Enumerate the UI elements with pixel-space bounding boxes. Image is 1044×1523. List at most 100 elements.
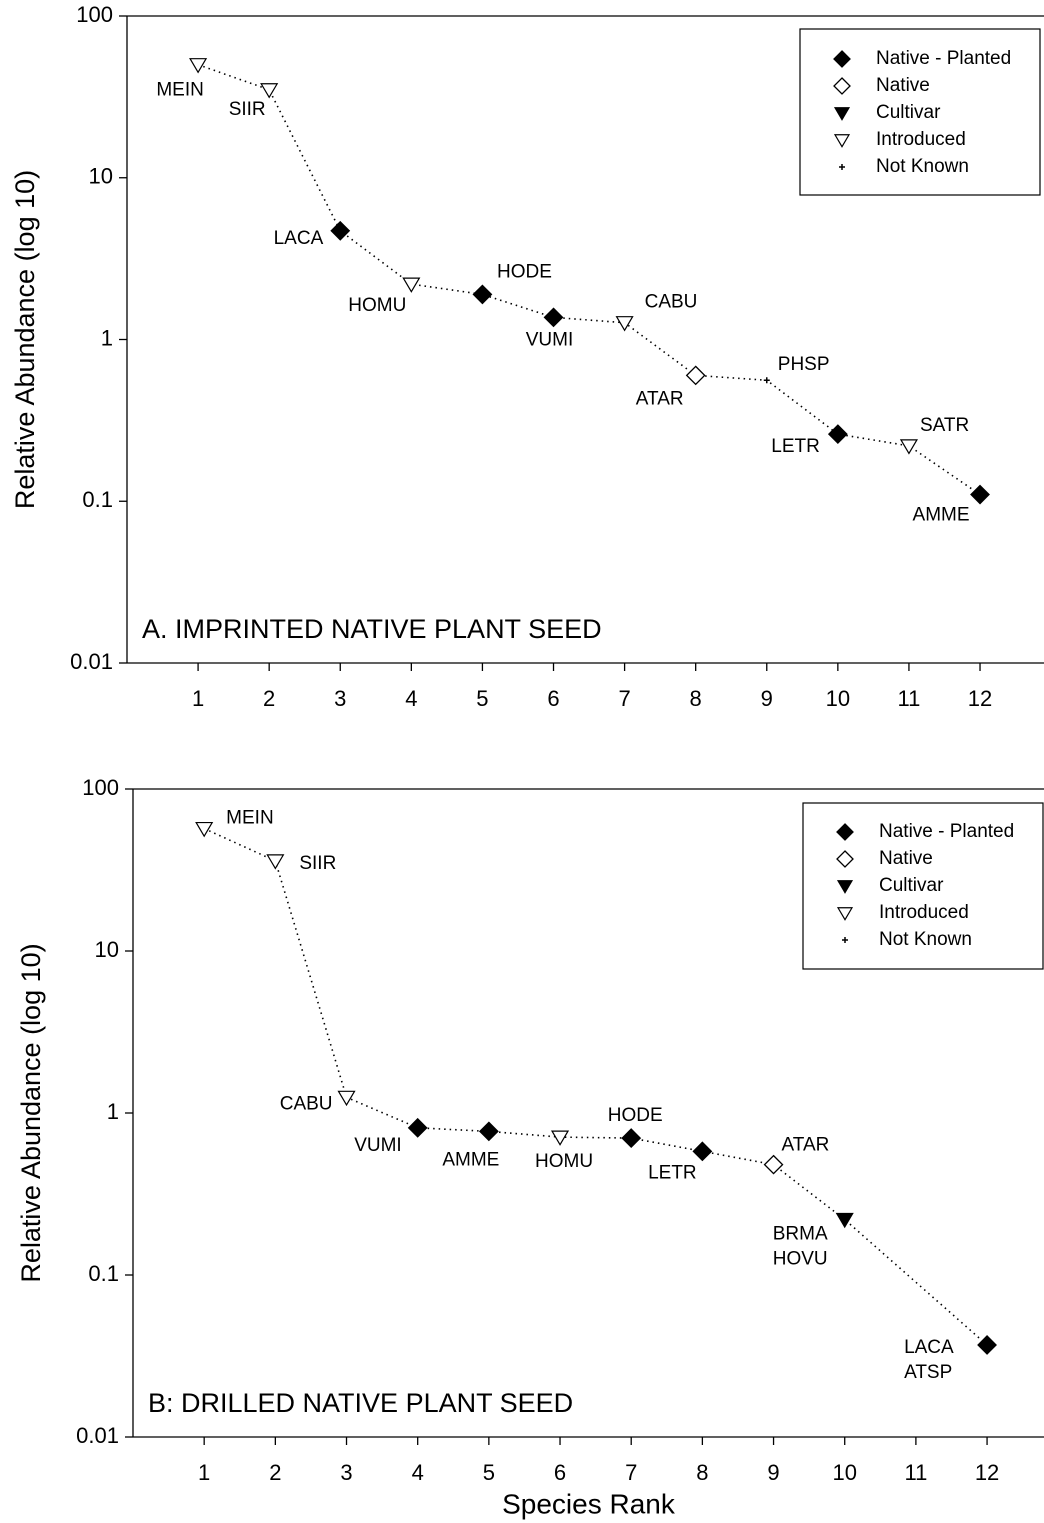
x-tick-label: 2 <box>269 1460 281 1485</box>
point-label: LETR <box>648 1162 697 1183</box>
y-axis-label: Relative Abundance (log 10) <box>10 170 40 509</box>
point <box>615 316 634 332</box>
legend-marker <box>836 880 854 894</box>
x-tick-label: 9 <box>761 686 773 711</box>
point-label: CABU <box>645 292 698 313</box>
y-tick-label: 100 <box>82 775 119 800</box>
point-label: AMME <box>913 505 970 526</box>
x-tick-label: 4 <box>405 686 417 711</box>
x-tick-label: 1 <box>198 1460 210 1485</box>
x-tick-label: 3 <box>340 1460 352 1485</box>
point-label: VUMI <box>354 1135 402 1156</box>
point-label: HOMU <box>535 1151 593 1172</box>
x-tick-label: 6 <box>547 686 559 711</box>
point <box>478 1121 499 1142</box>
point-label: HOMU <box>348 295 406 316</box>
panel-title: A. IMPRINTED NATIVE PLANT SEED <box>142 614 602 644</box>
point-label: SIIR <box>229 99 266 120</box>
point-label: SATR <box>920 415 969 436</box>
point <box>330 220 351 241</box>
legend-marker <box>833 107 851 121</box>
legend-label: Native <box>879 848 933 869</box>
legend-marker <box>833 77 851 95</box>
point <box>835 1212 854 1229</box>
point-label: HOVU <box>773 1249 828 1270</box>
point-label: MEIN <box>226 808 274 829</box>
point-label: BRMA <box>773 1224 828 1245</box>
x-tick-label: 5 <box>476 686 488 711</box>
legend-label: Introduced <box>879 902 969 923</box>
legend-marker <box>836 823 854 841</box>
point-label: CABU <box>280 1093 333 1114</box>
point-label: ATAR <box>636 388 684 409</box>
point <box>402 277 421 293</box>
x-tick-label: 2 <box>263 686 275 711</box>
legend-label: Native - Planted <box>876 48 1011 69</box>
point-label: HODE <box>608 1105 663 1126</box>
y-tick-label: 1 <box>107 1099 119 1124</box>
point-label: MEIN <box>156 80 204 101</box>
legend-marker <box>842 937 848 943</box>
point-label: LACA <box>904 1337 954 1358</box>
x-axis-label: Species Rank <box>502 1488 676 1519</box>
point-label: HODE <box>497 261 552 282</box>
x-tick-label: 7 <box>625 1460 637 1485</box>
panel-title: B: DRILLED NATIVE PLANT SEED <box>148 1388 573 1418</box>
point <box>899 439 918 455</box>
legend-marker <box>836 907 854 921</box>
legend-label: Introduced <box>876 129 966 150</box>
point-label: ATAR <box>782 1135 830 1156</box>
x-tick-label: 1 <box>192 686 204 711</box>
legend-label: Cultivar <box>876 102 941 123</box>
point-label: LETR <box>771 436 820 457</box>
x-tick-label: 12 <box>968 686 992 711</box>
legend-label: Native - Planted <box>879 821 1014 842</box>
point-label: VUMI <box>526 329 574 350</box>
point <box>266 854 285 870</box>
point <box>260 83 279 99</box>
y-tick-label: 0.01 <box>70 649 113 674</box>
point <box>550 1130 570 1146</box>
point <box>543 307 564 328</box>
point <box>970 484 990 505</box>
legend-label: Not Known <box>876 156 969 177</box>
point <box>763 1154 784 1175</box>
legend-marker <box>836 850 854 868</box>
legend-label: Native <box>876 75 930 96</box>
y-tick-label: 0.1 <box>88 1261 119 1286</box>
y-tick-label: 0.01 <box>76 1423 119 1448</box>
point <box>827 424 848 445</box>
point <box>977 1335 997 1355</box>
y-tick-label: 100 <box>76 2 113 27</box>
legend-marker <box>833 134 851 148</box>
x-tick-label: 5 <box>483 1460 495 1485</box>
point <box>407 1117 428 1138</box>
y-tick-label: 0.1 <box>82 487 113 512</box>
point <box>621 1128 642 1149</box>
x-tick-label: 6 <box>554 1460 566 1485</box>
point <box>195 821 214 838</box>
x-tick-label: 7 <box>618 686 630 711</box>
point <box>692 1141 713 1162</box>
x-tick-label: 10 <box>826 686 850 711</box>
point <box>472 284 493 305</box>
x-tick-label: 8 <box>696 1460 708 1485</box>
y-axis-label: Relative Abundance (log 10) <box>16 943 46 1282</box>
legend-label: Not Known <box>879 929 972 950</box>
point <box>763 377 770 384</box>
y-tick-label: 10 <box>89 164 113 189</box>
point-label: AMME <box>442 1149 499 1170</box>
point <box>337 1090 356 1107</box>
legend-label: Cultivar <box>879 875 944 896</box>
x-tick-label: 11 <box>898 686 921 711</box>
x-tick-label: 4 <box>412 1460 424 1485</box>
x-tick-label: 3 <box>334 686 346 711</box>
y-tick-label: 10 <box>95 937 119 962</box>
point <box>189 58 208 74</box>
point-label: ATSP <box>904 1362 952 1383</box>
x-tick-label: 8 <box>690 686 702 711</box>
point-label: PHSP <box>778 354 830 375</box>
y-tick-label: 1 <box>101 325 113 350</box>
